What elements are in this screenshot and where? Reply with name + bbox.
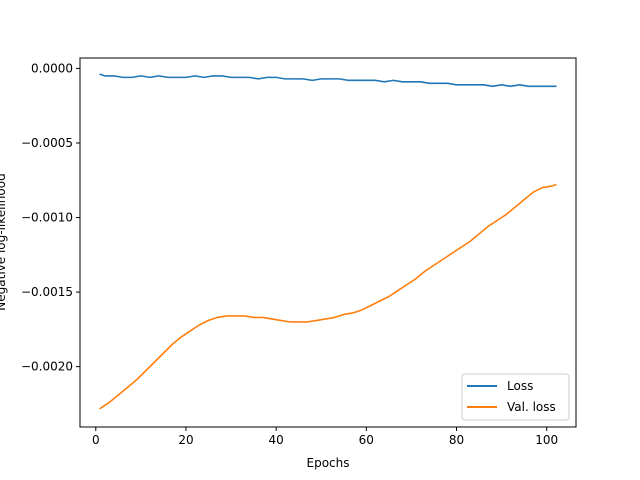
x-tick-label: 80 [449, 433, 464, 447]
legend: Loss Val. loss [461, 373, 570, 421]
series-line-loss [99, 73, 557, 88]
x-tick-label: 0 [92, 433, 100, 447]
legend-label-val-loss: Val. loss [507, 400, 556, 414]
x-tick-label: 100 [535, 433, 558, 447]
x-tick-label: 60 [359, 433, 374, 447]
x-axis: 0 20 40 60 80 100 [92, 427, 558, 447]
x-tick-label: 40 [269, 433, 284, 447]
y-axis: 0.0000 −0.0005 −0.0010 −0.0015 −0.0020 [21, 61, 80, 374]
x-tick-label: 20 [178, 433, 193, 447]
y-tick-label: 0.0000 [31, 61, 73, 75]
x-axis-label: Epochs [307, 456, 350, 470]
series-line-val-loss [99, 183, 557, 410]
y-tick-label: −0.0005 [21, 136, 73, 150]
y-axis-label: Negative log-likelihood [0, 173, 8, 310]
y-tick-label: −0.0015 [21, 285, 73, 299]
plot-area [99, 73, 557, 410]
axes-frame [79, 57, 577, 428]
y-tick-label: −0.0020 [21, 360, 73, 374]
y-tick-label: −0.0010 [21, 211, 73, 225]
legend-label-loss: Loss [507, 379, 533, 393]
